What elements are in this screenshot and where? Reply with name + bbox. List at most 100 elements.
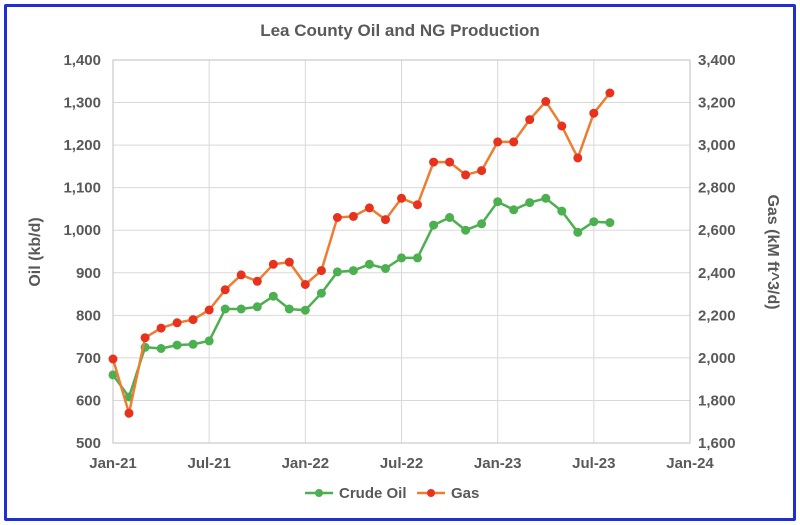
data-point [605, 218, 615, 228]
data-point [493, 197, 503, 207]
x-tick-label: Jul-22 [380, 455, 423, 472]
y-tick-label: 600 [76, 392, 101, 409]
data-point [332, 267, 342, 277]
y-tick-label: 800 [76, 307, 101, 324]
legend-label: Gas [451, 485, 479, 502]
x-tick-label: Jan-23 [474, 455, 522, 472]
gridlines [112, 59, 691, 444]
data-point [236, 304, 246, 314]
data-point [268, 291, 278, 301]
x-tick-label: Jul-21 [187, 455, 230, 472]
data-point [445, 213, 455, 222]
data-point [541, 97, 551, 106]
data-point [525, 198, 535, 208]
data-point [108, 354, 118, 364]
y2-tick-label: 1,800 [698, 392, 736, 409]
data-point [557, 206, 567, 216]
data-point [509, 205, 519, 215]
y-tick-label: 900 [76, 265, 101, 282]
data-point [300, 280, 310, 289]
y2-tick-label: 2,400 [698, 265, 736, 282]
data-point [461, 170, 471, 180]
data-point [284, 304, 294, 314]
data-point [252, 302, 262, 312]
data-point [204, 305, 214, 315]
data-point [445, 157, 455, 167]
data-point [381, 215, 390, 225]
data-point [364, 203, 374, 213]
data-point [348, 211, 358, 221]
data-point [156, 323, 166, 333]
series-layer [108, 88, 615, 418]
data-point [397, 253, 406, 263]
y-tick-label: 1,100 [63, 180, 101, 197]
x-tick-label: Jan-24 [666, 455, 714, 472]
right-axis-label: Gas (kM ft^3/d) [764, 194, 781, 309]
data-point [316, 266, 326, 276]
data-point [172, 340, 182, 350]
data-point [573, 153, 583, 163]
data-point [236, 270, 246, 280]
data-point [140, 333, 150, 343]
x-tick-label: Jan-21 [89, 455, 137, 472]
left-axis-ticks: 500 600 700 800 900 1,000 1,100 1,200 1,300 1,400 [63, 52, 101, 452]
data-point [413, 200, 422, 210]
data-point [477, 166, 487, 176]
data-point [429, 157, 439, 167]
data-point [220, 304, 230, 314]
x-tick-label: Jul-23 [572, 455, 615, 472]
y-tick-label: 1,200 [63, 137, 101, 154]
data-point [172, 318, 182, 328]
y2-tick-label: 1,600 [698, 435, 736, 452]
data-point [381, 264, 390, 273]
y-tick-label: 700 [76, 350, 101, 367]
data-point [413, 253, 422, 263]
legend: Crude Oil Gas [305, 485, 479, 502]
data-point [204, 336, 214, 346]
data-point [557, 121, 567, 131]
data-point [316, 288, 326, 298]
y-tick-label: 500 [76, 435, 101, 452]
data-point [605, 88, 615, 98]
data-point [220, 285, 230, 295]
data-point [589, 217, 599, 227]
y2-tick-label: 3,400 [698, 52, 736, 69]
data-point [332, 213, 342, 222]
plot-border [112, 59, 691, 444]
x-axis-ticks: Jan-21 Jul-21 Jan-22 Jul-22 Jan-23 Jul-23 Jan-… [89, 455, 714, 472]
data-point [124, 408, 134, 418]
chart-frame [4, 4, 796, 521]
data-point [509, 137, 519, 147]
y-tick-label: 1,000 [63, 222, 101, 239]
legend-label: Crude Oil [339, 485, 407, 502]
data-point [397, 193, 406, 203]
y2-tick-label: 3,000 [698, 137, 736, 154]
data-point [429, 220, 439, 230]
data-point [589, 108, 599, 118]
data-point [300, 305, 310, 315]
y2-tick-label: 2,600 [698, 222, 736, 239]
data-point [284, 257, 294, 267]
series-line-gas [111, 92, 611, 415]
series-line-crude-oil [111, 197, 610, 399]
legend-swatch-marker [427, 489, 435, 497]
plot-area [112, 59, 691, 444]
data-point [188, 339, 198, 349]
y2-tick-label: 2,000 [698, 350, 736, 367]
data-point [573, 227, 583, 237]
y2-tick-label: 3,200 [698, 95, 736, 112]
y-tick-label: 1,400 [63, 52, 101, 69]
left-axis-label: Oil (kb/d) [27, 217, 44, 286]
y-tick-label: 1,300 [63, 95, 101, 112]
x-tick-label: Jan-22 [282, 455, 330, 472]
data-point [156, 344, 166, 353]
data-point [477, 219, 487, 229]
legend-swatch-marker [315, 489, 323, 497]
data-point [348, 266, 358, 276]
data-point [252, 276, 262, 286]
data-point [541, 193, 551, 203]
y2-tick-label: 2,800 [698, 180, 736, 197]
data-point [525, 115, 535, 125]
chart-title: Lea County Oil and NG Production [260, 21, 540, 40]
